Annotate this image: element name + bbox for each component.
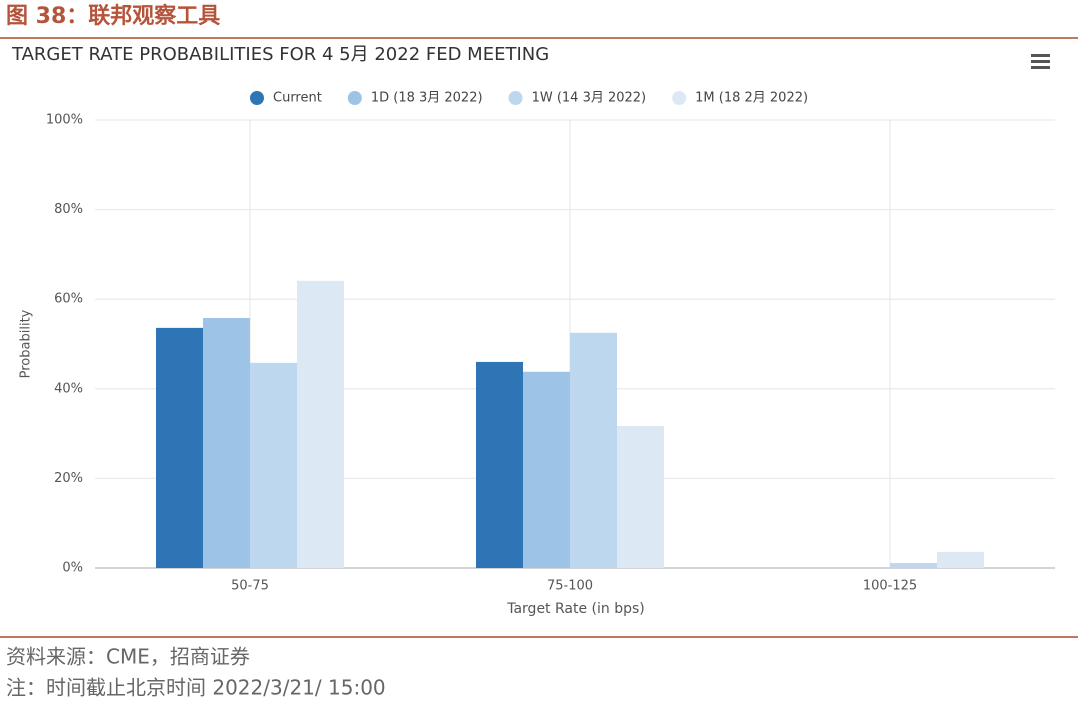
- x-tick-label: 75-100: [547, 579, 593, 594]
- x-tick-label: 100-125: [863, 579, 917, 594]
- x-axis-label: Target Rate (in bps): [506, 601, 645, 617]
- figure-title: 图 38：联邦观察工具: [6, 3, 220, 29]
- bar: [156, 327, 203, 568]
- bar: [476, 361, 523, 568]
- legend-label: 1M (18 2月 2022): [695, 91, 808, 106]
- bar: [570, 332, 617, 568]
- bar: [890, 563, 937, 568]
- legend-swatch: [250, 91, 264, 105]
- bar: [937, 551, 984, 568]
- footnote: 注：时间截止北京时间 2022/3/21/ 15:00: [6, 676, 386, 700]
- bar: [617, 425, 664, 568]
- y-tick-label: 40%: [54, 381, 83, 396]
- y-axis-label: Probability: [19, 309, 34, 378]
- legend-label: 1W (14 3月 2022): [532, 91, 647, 106]
- legend-swatch: [347, 91, 362, 105]
- legend-label: 1D (18 3月 2022): [371, 91, 483, 106]
- legend-label: Current: [273, 91, 322, 106]
- y-tick-label: 100%: [46, 113, 83, 128]
- y-tick-label: 80%: [54, 202, 83, 217]
- y-tick-label: 0%: [62, 561, 83, 576]
- menu-bar: [1031, 66, 1050, 69]
- y-tick-label: 60%: [54, 292, 83, 307]
- bar: [297, 280, 344, 568]
- menu-icon[interactable]: [1031, 54, 1050, 69]
- chart-title: TARGET RATE PROBABILITIES FOR 4 5月 2022 …: [11, 44, 549, 65]
- menu-bar: [1031, 60, 1050, 63]
- legend-swatch: [508, 91, 523, 105]
- bar: [523, 371, 570, 568]
- menu-bar: [1031, 54, 1050, 57]
- x-tick-label: 50-75: [231, 579, 269, 594]
- source-note: 资料来源：CME，招商证券: [6, 645, 250, 669]
- legend-swatch: [672, 91, 687, 105]
- bar: [250, 362, 297, 568]
- bar: [203, 318, 250, 568]
- y-tick-label: 20%: [54, 471, 83, 486]
